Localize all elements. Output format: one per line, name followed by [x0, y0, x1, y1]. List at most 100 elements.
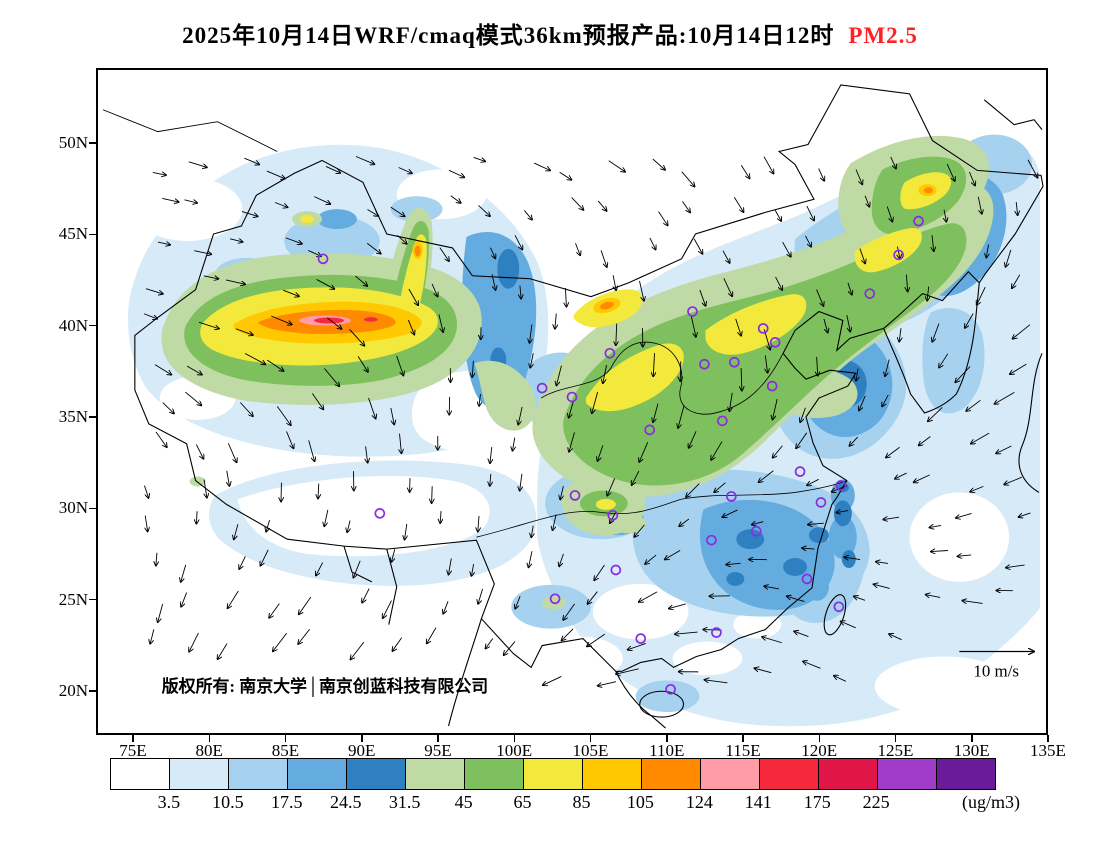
colorbar-cell — [524, 759, 583, 789]
wind-vector — [679, 518, 690, 526]
lat-tick-mark — [89, 416, 96, 418]
wind-vector — [840, 621, 856, 629]
wind-vector — [189, 632, 199, 652]
wind-vector — [928, 407, 943, 421]
wind-vector — [368, 397, 376, 419]
lon-tick-mark — [437, 735, 439, 742]
wind-vector — [906, 274, 907, 292]
lat-tick-mark — [89, 598, 96, 601]
wind-vector — [400, 433, 402, 454]
wind-vector — [929, 525, 942, 527]
wind-vector — [689, 431, 697, 448]
wind-vector — [805, 235, 811, 247]
wind-vector — [977, 286, 986, 305]
wind-vector — [186, 365, 202, 375]
wind-vector — [439, 247, 449, 262]
wind-vector — [503, 641, 516, 656]
wind-vector — [144, 485, 149, 498]
wind-vector — [556, 365, 562, 386]
page-title: 2025年10月14日WRF/cmaq模式36km预报产品:10月14日12时 P… — [0, 16, 1100, 50]
wind-vector — [398, 167, 412, 174]
wind-vector — [800, 407, 806, 423]
wind-vector — [994, 391, 1015, 404]
wind-vector — [185, 391, 201, 405]
wind-vector — [204, 479, 207, 498]
lon-tick-label: 110E — [649, 741, 685, 760]
wind-vector — [587, 633, 606, 646]
lon-tick-mark — [1047, 735, 1049, 742]
wind-vector — [977, 196, 982, 214]
lon-tick-label: 120E — [801, 741, 838, 760]
lon-tick-mark — [589, 735, 592, 742]
lon-tick-mark — [666, 735, 668, 742]
wind-vector — [518, 406, 523, 425]
wind-vector — [520, 285, 521, 299]
wind-vector — [158, 604, 164, 622]
wind-vector — [269, 603, 280, 618]
wind-vector — [740, 164, 749, 178]
wind-vector — [632, 470, 640, 485]
wind-vector — [616, 323, 617, 345]
wind-vector — [996, 445, 1012, 453]
wind-vector — [762, 637, 782, 644]
wind-vector — [473, 157, 486, 161]
wind-vector — [895, 472, 907, 479]
colorbar-cell — [642, 759, 701, 789]
wind-vector — [559, 553, 564, 567]
wind-vector — [932, 323, 940, 341]
wind-vector — [653, 353, 654, 376]
city-marker — [833, 601, 845, 613]
wind-vector — [741, 368, 742, 391]
lon-tick-label: 80E — [195, 741, 223, 760]
colorbar-cell — [347, 759, 406, 789]
wind-vector — [669, 603, 686, 609]
wind-vector — [774, 209, 781, 221]
wind-vector — [405, 523, 407, 540]
wind-vector — [802, 548, 815, 549]
wind-vector — [723, 278, 732, 296]
city-marker — [549, 593, 561, 605]
wind-vector — [735, 318, 741, 336]
lon-tick-mark — [208, 735, 210, 742]
wind-vector — [575, 243, 580, 255]
wind-vector — [347, 520, 350, 533]
wind-vector — [397, 234, 406, 244]
wind-vector — [440, 511, 441, 523]
wind-vector — [316, 279, 335, 289]
wind-vector — [143, 313, 157, 319]
wind-vector — [834, 676, 847, 682]
wind-vector — [1005, 249, 1012, 267]
lon-tick-label: 130E — [953, 741, 990, 760]
wind-vector — [886, 206, 892, 222]
wind-vector — [560, 485, 563, 500]
colorbar-tick-label: 105 — [626, 792, 654, 812]
city-marker — [893, 249, 904, 261]
lon-tick-label: 135E — [1030, 741, 1066, 760]
city-marker — [750, 525, 762, 537]
wind-vector — [145, 288, 163, 294]
wind-vector — [639, 591, 658, 602]
wind-vector — [244, 157, 259, 164]
wind-vector — [925, 595, 941, 598]
wind-vector — [854, 596, 866, 601]
wind-vector — [427, 627, 437, 644]
wind-vector — [299, 596, 312, 614]
wind-vector-layer — [143, 156, 1038, 686]
wind-vector — [627, 643, 646, 649]
wind-vector — [283, 289, 299, 296]
wind-vector — [729, 392, 732, 412]
wind-vector — [944, 209, 946, 222]
wind-vector — [362, 588, 370, 603]
wind-vector — [565, 287, 566, 307]
wind-vector — [864, 195, 869, 207]
city-marker — [815, 497, 827, 508]
wind-vector — [733, 196, 743, 212]
city-marker — [569, 490, 581, 501]
wind-vector — [181, 564, 187, 582]
lon-tick-mark — [361, 735, 363, 742]
city-marker — [536, 382, 548, 394]
wind-vector — [876, 562, 889, 564]
wind-vector — [530, 353, 533, 368]
city-marker — [728, 356, 740, 368]
wind-vector — [479, 393, 480, 406]
